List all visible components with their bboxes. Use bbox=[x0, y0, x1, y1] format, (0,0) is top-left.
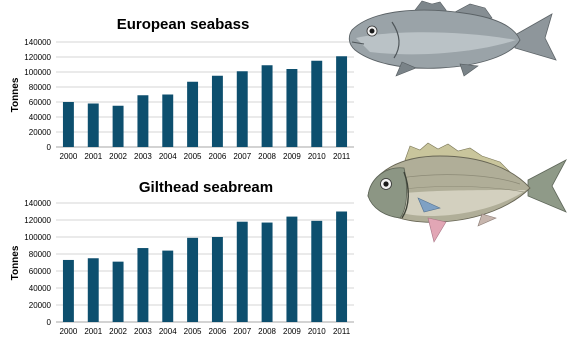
bar bbox=[336, 56, 348, 147]
bar bbox=[261, 65, 273, 147]
bar bbox=[137, 95, 149, 147]
x-tick-label: 2007 bbox=[233, 327, 251, 336]
bar bbox=[62, 259, 74, 322]
y-tick-label: 100000 bbox=[24, 233, 51, 242]
x-tick-label: 2000 bbox=[60, 327, 78, 336]
gridlines bbox=[56, 202, 354, 323]
y-tick-label: 60000 bbox=[29, 98, 52, 107]
bar bbox=[137, 248, 149, 322]
x-tick-labels: 2000 2001 2002 2003 2004 2005 2006 2007 2008 2009… bbox=[60, 152, 351, 161]
x-tick-label: 2000 bbox=[60, 152, 78, 161]
chart-title: European seabass bbox=[117, 16, 250, 33]
bar bbox=[211, 237, 223, 322]
x-tick-label: 2008 bbox=[258, 152, 276, 161]
y-tick-label: 80000 bbox=[29, 83, 52, 92]
bar bbox=[87, 103, 99, 147]
y-tick-label: 0 bbox=[47, 143, 52, 152]
bar bbox=[112, 105, 124, 147]
y-tick-label: 120000 bbox=[24, 216, 51, 225]
x-tick-label: 2005 bbox=[184, 152, 202, 161]
bar bbox=[311, 60, 323, 147]
chart-gilthead-seabream: Gilthead seabream Tonnes 0 20000 40000 6000… bbox=[10, 179, 354, 336]
bar bbox=[286, 69, 298, 147]
x-tick-label: 2002 bbox=[109, 327, 127, 336]
x-tick-label: 2011 bbox=[333, 327, 351, 336]
gridlines bbox=[56, 41, 354, 148]
y-tick-label: 60000 bbox=[29, 267, 52, 276]
x-tick-label: 2001 bbox=[84, 327, 102, 336]
x-tick-label: 2010 bbox=[308, 327, 326, 336]
x-tick-label: 2003 bbox=[134, 327, 152, 336]
x-tick-label: 2008 bbox=[258, 327, 276, 336]
y-tick-labels: 0 20000 40000 60000 80000 100000 120000 140000 bbox=[24, 38, 51, 152]
y-tick-label: 40000 bbox=[29, 284, 52, 293]
bar bbox=[311, 220, 323, 322]
y-tick-label: 40000 bbox=[29, 113, 52, 122]
x-tick-label: 2006 bbox=[209, 152, 227, 161]
bar bbox=[62, 102, 74, 147]
bar bbox=[211, 75, 223, 147]
x-tick-label: 2003 bbox=[134, 152, 152, 161]
y-tick-label: 80000 bbox=[29, 250, 52, 259]
bar bbox=[162, 250, 174, 322]
y-tick-label: 140000 bbox=[24, 199, 51, 208]
bar bbox=[261, 222, 273, 322]
bar bbox=[162, 94, 174, 147]
bar bbox=[187, 237, 199, 322]
european-seabass-fish-illustration bbox=[348, 0, 557, 77]
y-tick-labels: 0 20000 40000 60000 80000 100000 120000 140000 bbox=[24, 199, 51, 327]
x-tick-label: 2007 bbox=[233, 152, 251, 161]
x-tick-label: 2009 bbox=[283, 327, 301, 336]
y-axis-label: Tonnes bbox=[10, 245, 21, 280]
x-tick-label: 2009 bbox=[283, 152, 301, 161]
x-tick-label: 2006 bbox=[209, 327, 227, 336]
bar bbox=[236, 221, 248, 322]
bar bbox=[236, 71, 248, 147]
bar bbox=[87, 258, 99, 322]
y-tick-label: 20000 bbox=[29, 301, 52, 310]
gilthead-seabream-fish-illustration bbox=[367, 142, 567, 243]
bars bbox=[62, 56, 348, 147]
chart-european-seabass: European seabass Tonnes 0 20000 40000 60000… bbox=[10, 16, 354, 161]
bar bbox=[187, 81, 199, 147]
x-tick-label: 2010 bbox=[308, 152, 326, 161]
x-tick-labels: 2000 2001 2002 2003 2004 2005 2006 2007 2008 2009… bbox=[60, 327, 351, 336]
bar bbox=[112, 261, 124, 322]
chart-title: Gilthead seabream bbox=[139, 179, 273, 196]
bars bbox=[62, 211, 348, 322]
x-tick-label: 2004 bbox=[159, 152, 177, 161]
y-tick-label: 140000 bbox=[24, 38, 51, 47]
x-tick-label: 2001 bbox=[84, 152, 102, 161]
bar bbox=[286, 216, 298, 322]
y-axis-label: Tonnes bbox=[10, 77, 21, 112]
x-tick-label: 2005 bbox=[184, 327, 202, 336]
y-tick-label: 100000 bbox=[24, 68, 51, 77]
y-tick-label: 120000 bbox=[24, 53, 51, 62]
x-tick-label: 2011 bbox=[333, 152, 351, 161]
x-tick-label: 2004 bbox=[159, 327, 177, 336]
y-tick-label: 0 bbox=[47, 318, 52, 327]
y-tick-label: 20000 bbox=[29, 128, 52, 137]
x-tick-label: 2002 bbox=[109, 152, 127, 161]
bar bbox=[336, 211, 348, 322]
